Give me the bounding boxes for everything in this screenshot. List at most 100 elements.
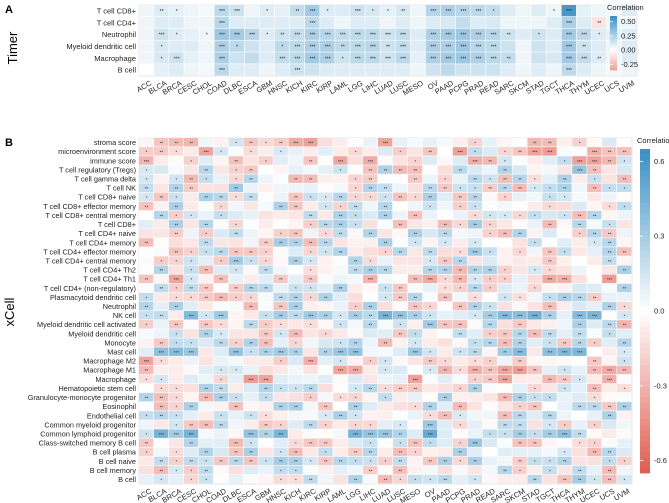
heatmap-cell [183, 338, 199, 347]
heatmap-cell [243, 383, 258, 393]
heatmap-cell [303, 383, 318, 393]
heatmap-cell [333, 365, 348, 375]
significance-mark: ** [563, 459, 567, 464]
significance-mark: * [549, 459, 551, 464]
heatmap-cell [410, 40, 426, 52]
heatmap-cell [591, 64, 607, 76]
significance-mark: * [190, 277, 192, 282]
legend-gradient-step [610, 36, 617, 38]
heatmap-cell [512, 292, 527, 302]
significance-mark: * [310, 295, 312, 300]
significance-mark: ** [175, 304, 179, 309]
heatmap-cell [333, 138, 348, 147]
significance-mark: ** [578, 332, 582, 337]
heatmap-cell [497, 156, 512, 165]
heatmap-cell [542, 320, 557, 329]
heatmap-cell [198, 192, 214, 202]
significance-mark: * [370, 423, 372, 428]
heatmap-cell [572, 456, 587, 466]
heatmap-cell [363, 283, 378, 293]
significance-mark: * [190, 268, 192, 273]
legend-gradient-step [610, 37, 617, 39]
significance-mark: ** [160, 414, 164, 419]
legend-tick-label: 0.00 [621, 46, 636, 55]
significance-mark: ** [160, 341, 164, 346]
significance-mark: ** [204, 423, 208, 428]
heatmap-cell [363, 292, 378, 302]
heatmap-cell [348, 165, 363, 174]
heatmap-cell [198, 347, 214, 356]
heatmap-cell [183, 356, 199, 366]
heatmap-cell [363, 311, 378, 320]
heatmap-cell [274, 52, 290, 64]
heatmap-cell [318, 329, 333, 338]
significance-mark: *** [566, 21, 572, 27]
heatmap-cell [512, 247, 527, 256]
heatmap-cell [392, 147, 408, 156]
heatmap-cell [258, 374, 273, 384]
heatmap-cell [572, 383, 587, 393]
significance-mark: ** [473, 386, 477, 391]
heatmap-cell [350, 5, 365, 17]
heatmap-cell [183, 438, 199, 447]
significance-mark: * [340, 314, 342, 319]
heatmap-cell [228, 356, 243, 366]
heatmap-cell [467, 192, 483, 202]
heatmap-cell [273, 210, 288, 220]
row-label: Macrophage [94, 54, 136, 63]
significance-mark: *** [592, 314, 598, 319]
significance-mark: * [280, 477, 282, 482]
significance-mark: * [146, 295, 148, 300]
heatmap-cell [258, 311, 273, 320]
significance-mark: ** [429, 459, 433, 464]
heatmap-cell [437, 438, 453, 447]
heatmap-cell [497, 438, 512, 447]
heatmap-cell [617, 465, 632, 475]
significance-mark: * [235, 177, 237, 182]
heatmap-cell [452, 356, 468, 366]
heatmap-cell [512, 474, 527, 484]
heatmap-cell [572, 265, 587, 274]
significance-mark: ** [384, 204, 388, 209]
heatmap-cell [557, 311, 572, 320]
heatmap-cell [572, 301, 587, 311]
heatmap-cell [348, 420, 363, 429]
heatmap-cell [422, 138, 438, 147]
legend-gradient-step [610, 27, 617, 29]
heatmap-cell [512, 256, 527, 265]
significance-mark: * [400, 441, 402, 446]
heatmap-cell [467, 474, 483, 484]
heatmap-cell [198, 229, 214, 238]
heatmap-cell [289, 52, 305, 64]
heatmap-cell [303, 256, 318, 265]
significance-mark: *** [562, 277, 568, 282]
heatmap-cell [422, 402, 438, 411]
heatmap-cell [168, 429, 184, 438]
heatmap-cell [288, 320, 303, 329]
heatmap-cell [392, 156, 408, 165]
heatmap-cell [288, 292, 303, 302]
heatmap-cell [318, 183, 333, 193]
heatmap-cell [602, 411, 617, 420]
legend-gradient-step [640, 305, 650, 312]
significance-mark: * [474, 150, 476, 155]
heatmap-cell [214, 28, 229, 40]
heatmap-cell [363, 374, 378, 384]
heatmap-cell [139, 347, 154, 356]
significance-mark: *** [370, 56, 376, 62]
significance-mark: * [146, 432, 148, 437]
heatmap-cell [348, 383, 363, 393]
significance-mark: ** [249, 286, 253, 291]
heatmap-cell [437, 447, 453, 457]
significance-mark: *** [502, 377, 508, 382]
heatmap-cell [527, 374, 542, 384]
heatmap-cell [168, 392, 184, 402]
significance-mark: ** [597, 21, 601, 27]
significance-mark: ** [204, 168, 208, 173]
heatmap-cell [422, 438, 438, 447]
heatmap-cell [168, 210, 184, 220]
heatmap-cell [546, 52, 561, 64]
heatmap-cell [348, 392, 363, 402]
heatmap-cell [228, 210, 243, 220]
legend-gradient-step [610, 48, 617, 50]
